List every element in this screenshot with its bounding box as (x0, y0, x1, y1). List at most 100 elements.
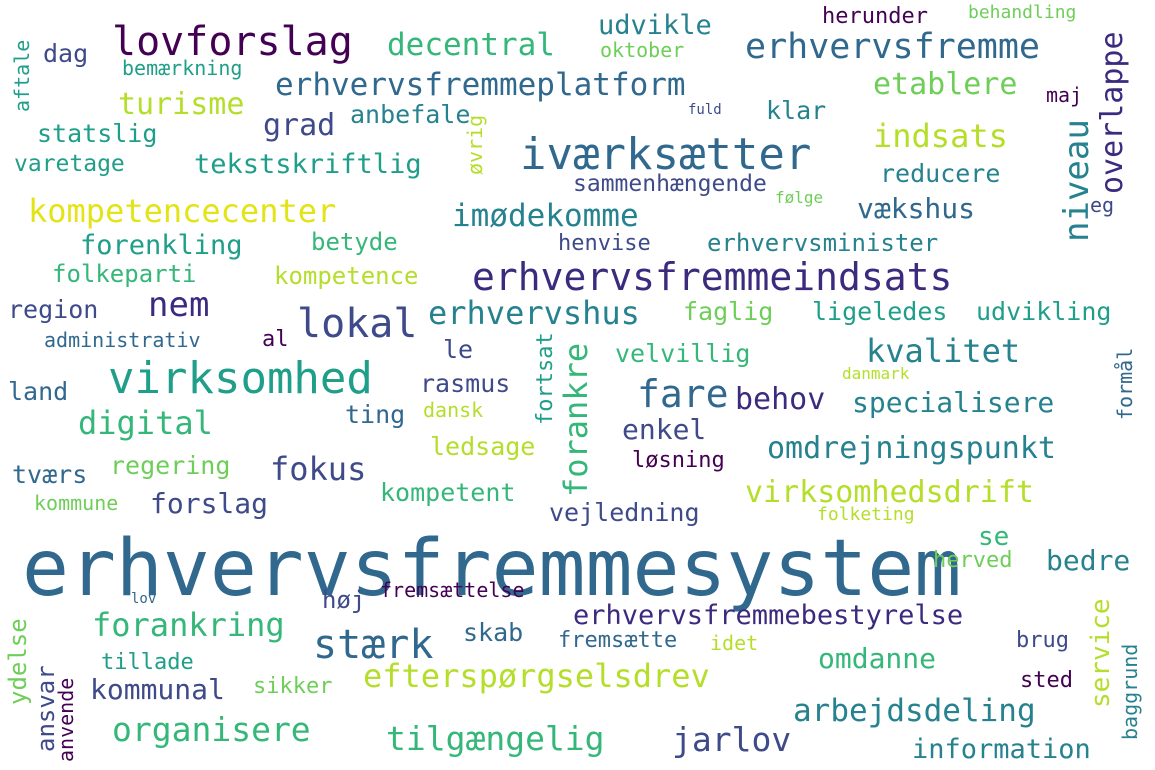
word-tekstskriftlig: tekstskriftlig (194, 149, 422, 180)
word-øvrig: øvrig (463, 114, 487, 175)
word-sted: sted (1020, 668, 1073, 693)
word-brug: brug (1016, 628, 1069, 653)
word-oktober: oktober (600, 38, 685, 62)
word-stærk: stærk (313, 622, 434, 668)
word-virksomhedsdrift: virksomhedsdrift (745, 475, 1034, 510)
word-iværksætter: iværksætter (520, 129, 812, 180)
word-kompetencecenter: kompetencecenter (28, 192, 337, 230)
word-anvende: anvende (54, 677, 78, 762)
word-erhvervsfremmesystem: erhvervsfremmesystem (22, 524, 962, 614)
word-bemærkning: bemærkning (122, 56, 243, 80)
word-region: region (8, 295, 99, 324)
word-se: se (978, 522, 1010, 552)
word-enkel: enkel (622, 413, 707, 446)
word-kompetence: kompetence (274, 262, 419, 290)
word-tværs: tværs (12, 460, 88, 489)
word-idet: idet (710, 631, 759, 655)
word-lovforslag: lovforslag (112, 19, 353, 65)
word-erhvervsminister: erhvervsminister (707, 229, 939, 257)
word-reducere: reducere (880, 159, 1001, 188)
word-fremsætte: fremsætte (558, 628, 678, 653)
word-udvikle: udvikle (598, 10, 712, 41)
word-fortsat: fortsat (533, 332, 558, 425)
word-herved: herved (933, 548, 1013, 573)
word-betyde: betyde (311, 228, 398, 256)
word-nem: nem (148, 285, 210, 325)
word-forankre: forankre (557, 342, 595, 497)
word-udvikling: udvikling (976, 297, 1112, 326)
word-forslag: forslag (150, 487, 269, 520)
word-faglig: faglig (683, 297, 774, 326)
word-følge: følge (775, 188, 824, 207)
word-eg: eg (1090, 193, 1115, 217)
word-administrativ: administrativ (44, 328, 201, 352)
word-omdrejningspunkt: omdrejningspunkt (767, 431, 1056, 466)
word-indsats: indsats (873, 117, 1008, 155)
word-efterspørgselsdrev: efterspørgselsdrev (363, 657, 710, 695)
word-al: al (262, 327, 289, 352)
word-dag: dag (43, 39, 89, 68)
word-formål: formål (1113, 347, 1137, 420)
word-fremsættelse: fremsættelse (380, 578, 525, 602)
word-herunder: herunder (822, 4, 928, 29)
word-høj: høj (322, 586, 366, 614)
word-le: le (443, 335, 474, 364)
word-lokal: lokal (297, 301, 418, 347)
word-regering: regering (110, 451, 231, 480)
word-tilgængelig: tilgængelig (386, 719, 605, 758)
word-forankring: forankring (92, 606, 285, 644)
word-arbejdsdeling: arbejdsdeling (793, 693, 1036, 729)
word-behandling: behandling (968, 2, 1077, 23)
word-fokus: fokus (270, 450, 367, 488)
word-velvillig: velvillig (615, 339, 751, 368)
word-folkeparti: folkeparti (52, 260, 197, 288)
word-lov: lov (131, 591, 157, 607)
word-kommunal: kommunal (90, 673, 225, 706)
word-fuld: fuld (688, 102, 722, 118)
word-niveau: niveau (1057, 119, 1097, 242)
word-varetage: varetage (14, 151, 125, 177)
word-anbefale: anbefale (350, 100, 471, 129)
word-etablere: etablere (873, 67, 1018, 102)
word-rasmus: rasmus (420, 369, 511, 398)
word-danmark: danmark (842, 364, 910, 383)
word-service: service (1086, 598, 1116, 708)
word-tillade: tillade (101, 650, 194, 675)
word-folketing: folketing (817, 504, 915, 525)
word-henvise: henvise (558, 231, 651, 256)
word-løsning: løsning (632, 448, 725, 473)
word-skab: skab (463, 618, 524, 647)
word-digital: digital (78, 404, 213, 442)
word-information: information (912, 734, 1091, 765)
word-overlappe: overlappe (1095, 31, 1130, 194)
word-fare: fare (637, 372, 729, 416)
word-kvalitet: kvalitet (866, 332, 1021, 370)
word-ydelse: ydelse (4, 618, 32, 705)
word-erhvervshus: erhvervshus (428, 294, 640, 332)
word-imødekomme: imødekomme (452, 198, 639, 234)
word-sammenhængende: sammenhængende (573, 171, 767, 197)
word-behov: behov (735, 382, 826, 417)
word-ligeledes: ligeledes (812, 297, 948, 326)
word-erhvervsfremme: erhvervsfremme (745, 27, 1041, 67)
word-ledsage: ledsage (430, 432, 536, 461)
word-klar: klar (766, 96, 827, 125)
word-dansk: dansk (423, 398, 484, 422)
word-decentral: decentral (387, 27, 555, 63)
word-maj: maj (1046, 83, 1083, 107)
word-specialisere: specialisere (852, 386, 1055, 419)
word-grad: grad (263, 108, 336, 143)
word-jarlov: jarlov (672, 720, 792, 759)
word-sikker: sikker (253, 674, 333, 699)
word-bedre: bedre (1046, 544, 1131, 577)
word-statslig: statslig (37, 119, 158, 148)
word-erhvervsfremmeplatform: erhvervsfremmeplatform (275, 67, 686, 103)
word-vejledning: vejledning (549, 498, 700, 527)
word-omdanne: omdanne (818, 642, 937, 675)
word-erhvervsfremmeindsats: erhvervsfremmeindsats (472, 255, 953, 299)
word-baggrund: baggrund (1118, 643, 1142, 740)
word-kompetent: kompetent (380, 478, 516, 507)
word-aftale: aftale (10, 39, 34, 112)
word-land: land (8, 377, 69, 406)
word-vækshus: vækshus (857, 192, 976, 225)
